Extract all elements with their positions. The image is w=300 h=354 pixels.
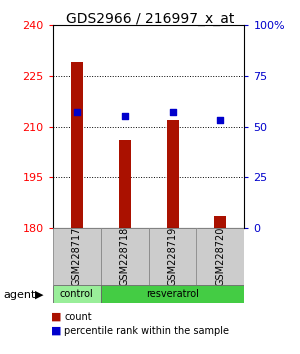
Text: percentile rank within the sample: percentile rank within the sample (64, 326, 230, 336)
Point (122, 114, 127, 119)
Bar (118, 140, 130, 228)
Bar (148, 228, 196, 285)
Text: ■: ■ (51, 312, 62, 322)
Bar (100, 285, 244, 303)
Bar (196, 228, 244, 285)
Text: control: control (60, 289, 93, 299)
Text: resveratrol: resveratrol (146, 289, 199, 299)
Text: agent: agent (3, 290, 35, 299)
Point (218, 118, 223, 123)
Bar (70, 62, 83, 228)
Bar (52, 228, 100, 285)
Bar (52, 285, 100, 303)
Text: GSM228720: GSM228720 (215, 227, 226, 286)
Point (74, 109, 79, 115)
Text: GSM228719: GSM228719 (167, 227, 178, 286)
Bar (100, 228, 148, 285)
Text: ▶: ▶ (35, 290, 43, 299)
Bar (167, 120, 178, 228)
Point (170, 109, 175, 115)
Text: GSM228718: GSM228718 (119, 227, 130, 286)
Text: count: count (64, 312, 92, 322)
Text: GDS2966 / 216997_x_at: GDS2966 / 216997_x_at (66, 12, 234, 27)
Text: GSM228717: GSM228717 (71, 227, 82, 286)
Bar (214, 216, 226, 228)
Text: ■: ■ (51, 326, 62, 336)
